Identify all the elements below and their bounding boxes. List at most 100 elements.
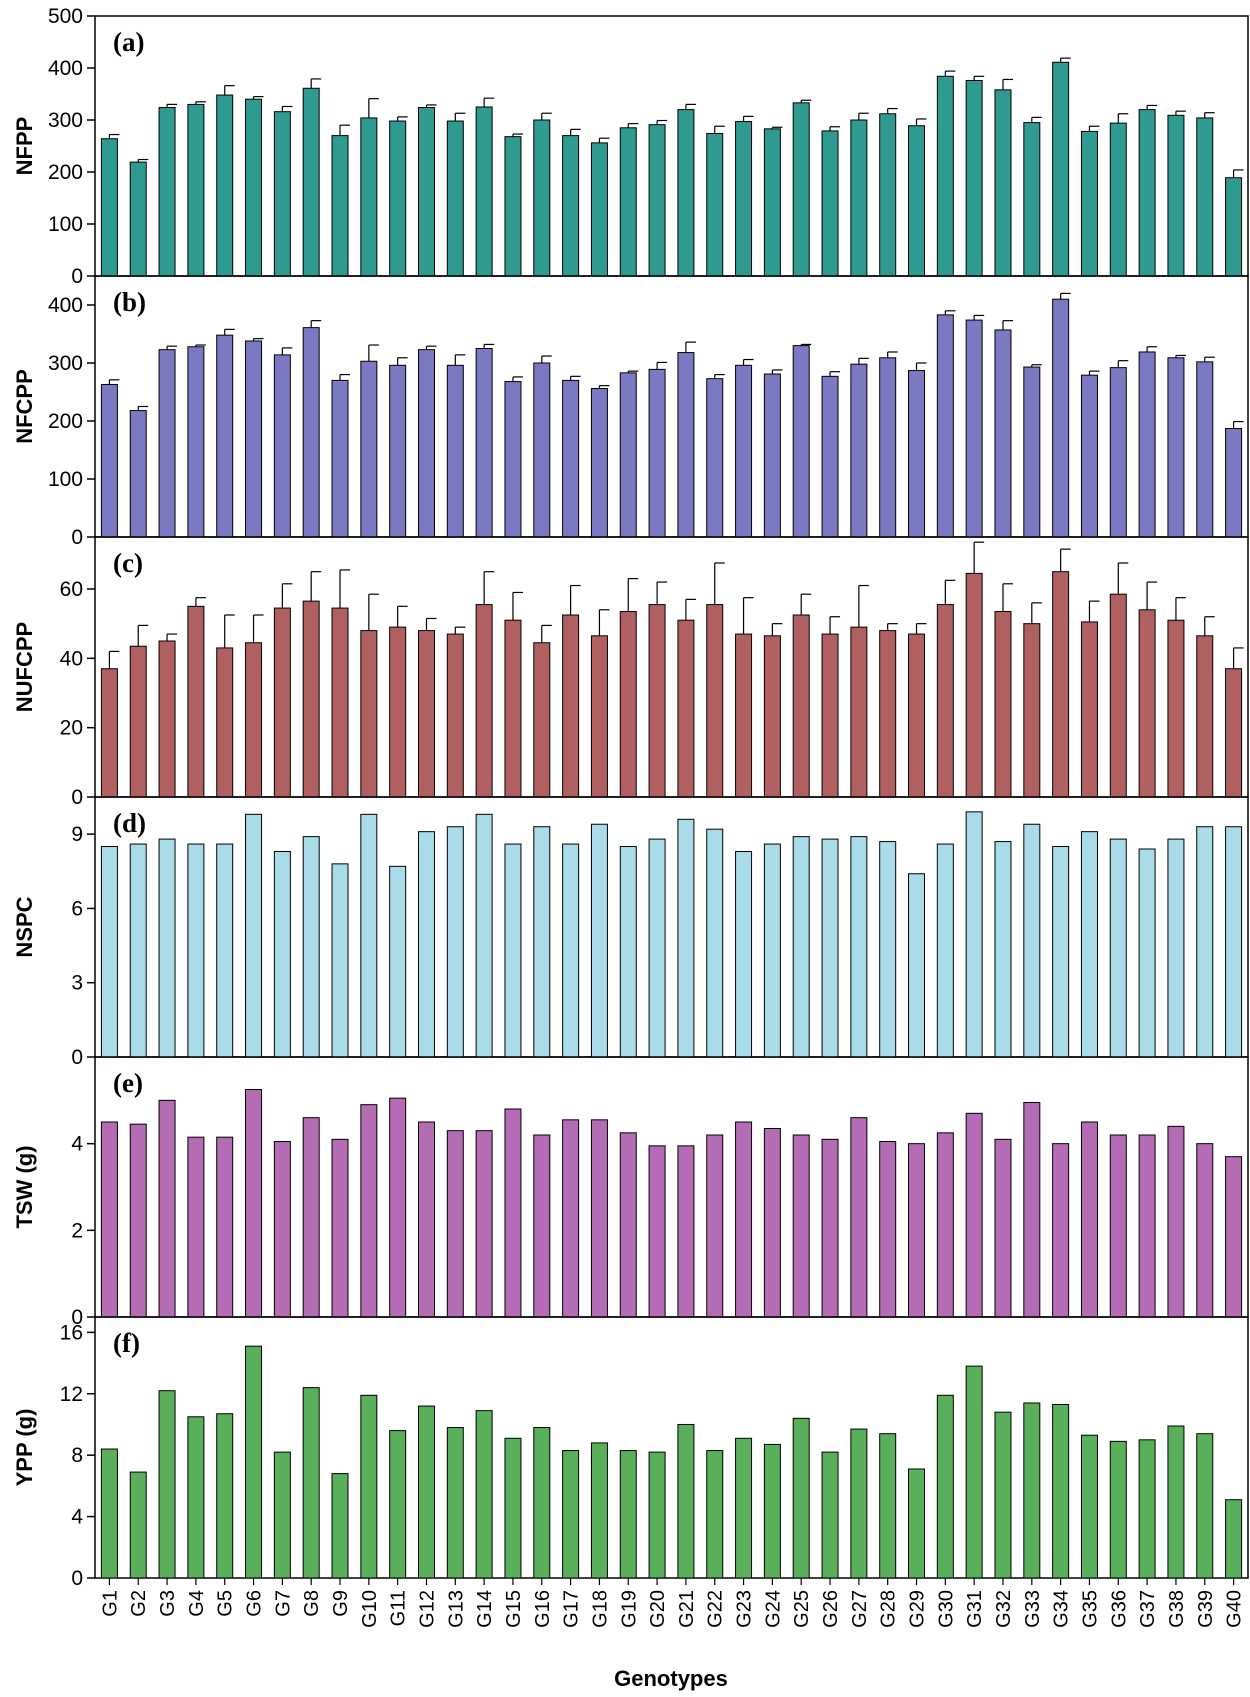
bar-b-G40 xyxy=(1225,428,1243,538)
bar-e-G34 xyxy=(1052,1143,1070,1318)
bar-e-G22 xyxy=(706,1134,724,1318)
bar-b-G20 xyxy=(648,368,666,538)
bar-e-G18 xyxy=(590,1119,608,1318)
bar-a-G29 xyxy=(908,125,926,277)
bar-a-G17 xyxy=(562,135,580,277)
bar-c-G14 xyxy=(475,604,493,798)
bar-e-G23 xyxy=(735,1121,753,1318)
bar-d-G36 xyxy=(1109,838,1127,1058)
bar-d-G16 xyxy=(533,826,551,1058)
bar-b-G5 xyxy=(216,334,234,538)
bar-b-G35 xyxy=(1080,374,1098,538)
bar-c-G10 xyxy=(360,630,378,798)
plot-frame xyxy=(94,15,1249,277)
bar-f-G2 xyxy=(129,1471,147,1579)
bar-d-G37 xyxy=(1138,848,1156,1058)
bar-f-G13 xyxy=(446,1427,464,1579)
bar-d-G12 xyxy=(417,831,435,1058)
y-tick-label: 16 xyxy=(60,1321,83,1344)
bar-d-G2 xyxy=(129,843,147,1058)
panel-label: (b) xyxy=(113,287,146,317)
bar-c-G22 xyxy=(706,604,724,798)
bar-b-G21 xyxy=(677,352,695,538)
x-axis-category-labels: G1 G2 G3 G4 G5 G6 G7 G8 G9 G10 G11 G12 G13 G14 G15 G16 G… xyxy=(99,1578,1246,1628)
x-tick-label-G33: G33 xyxy=(1022,1590,1044,1628)
bar-a-G28 xyxy=(879,113,897,277)
bar-c-G39 xyxy=(1196,635,1214,798)
bar-f-G22 xyxy=(706,1450,724,1579)
bar-f-G4 xyxy=(187,1416,205,1579)
bar-b-G33 xyxy=(1023,366,1041,538)
bar-f-G6 xyxy=(245,1345,263,1579)
bar-b-G38 xyxy=(1167,357,1185,538)
bar-c-G7 xyxy=(273,607,291,798)
x-tick-label-G27: G27 xyxy=(849,1590,871,1628)
x-tick-label-G38: G38 xyxy=(1166,1590,1188,1628)
bar-d-G20 xyxy=(648,838,666,1058)
panel-label: (d) xyxy=(113,808,146,838)
x-tick-label-G18: G18 xyxy=(589,1590,611,1628)
y-tick-label: 100 xyxy=(48,468,83,491)
bar-f-G7 xyxy=(273,1451,291,1579)
bar-a-G39 xyxy=(1196,117,1214,277)
bar-f-G11 xyxy=(389,1430,407,1579)
chart-panels: 0100200300400500NFPP(a)0100200300400NFCP… xyxy=(12,5,1249,1590)
bar-b-G4 xyxy=(187,346,205,538)
bar-b-G19 xyxy=(619,372,637,538)
bar-d-G40 xyxy=(1225,826,1243,1058)
bar-e-G31 xyxy=(965,1112,983,1318)
x-tick-label-G16: G16 xyxy=(532,1590,554,1628)
bar-a-G6 xyxy=(245,98,263,277)
panel-a: 0 100 200 300 400 500 NFPP (a) xyxy=(12,5,1249,288)
bar-f-G8 xyxy=(302,1387,320,1579)
bar-c-G32 xyxy=(994,611,1012,798)
x-tick-label-G15: G15 xyxy=(503,1590,525,1628)
bar-a-G24 xyxy=(763,128,781,277)
bar-d-G27 xyxy=(850,836,868,1058)
bar-f-G36 xyxy=(1109,1440,1127,1579)
bar-f-G34 xyxy=(1052,1404,1070,1579)
bar-c-G34 xyxy=(1052,571,1070,798)
bar-f-G37 xyxy=(1138,1439,1156,1579)
bar-b-G22 xyxy=(706,378,724,538)
bar-b-G34 xyxy=(1052,298,1070,538)
bar-a-G9 xyxy=(331,135,349,277)
x-tick-label-G31: G31 xyxy=(964,1590,986,1628)
bar-c-G21 xyxy=(677,619,695,798)
bar-a-G26 xyxy=(821,130,839,277)
bar-b-G18 xyxy=(590,388,608,538)
bar-d-G6 xyxy=(245,813,263,1058)
bar-c-G6 xyxy=(245,642,263,798)
panel-b: 0 100 200 300 400 NFCPP (b) xyxy=(12,275,1249,549)
bar-e-G40 xyxy=(1225,1156,1243,1318)
bar-f-G32 xyxy=(994,1411,1012,1579)
bar-a-G21 xyxy=(677,109,695,277)
x-tick-label-G36: G36 xyxy=(1108,1590,1130,1628)
bar-e-G30 xyxy=(936,1132,954,1318)
bar-b-G14 xyxy=(475,348,493,538)
bar-e-G19 xyxy=(619,1132,637,1318)
bar-e-G6 xyxy=(245,1089,263,1318)
y-tick-label: 20 xyxy=(60,717,83,740)
y-tick-label: 500 xyxy=(48,5,83,28)
bar-a-G4 xyxy=(187,103,205,277)
bar-d-G38 xyxy=(1167,838,1185,1058)
y-tick-label: 400 xyxy=(48,294,83,317)
panel-label: (a) xyxy=(113,27,144,57)
bar-a-G25 xyxy=(792,102,810,277)
bar-c-G1 xyxy=(100,668,118,798)
bar-e-G33 xyxy=(1023,1102,1041,1318)
plot-frame xyxy=(94,1056,1249,1318)
panel-c: 0 20 40 60 NUFCPP (c) xyxy=(12,536,1249,809)
y-axis-label: NUFCPP xyxy=(12,622,37,712)
bar-b-G11 xyxy=(389,364,407,538)
bar-d-G19 xyxy=(619,846,637,1058)
bar-c-G37 xyxy=(1138,609,1156,798)
plot-frame xyxy=(94,1316,1249,1579)
bar-f-G25 xyxy=(792,1417,810,1579)
bar-d-G30 xyxy=(936,843,954,1058)
y-axis-label: NSPC xyxy=(12,896,37,957)
x-tick-label-G10: G10 xyxy=(359,1590,381,1628)
y-tick-label: 0 xyxy=(71,1046,83,1069)
x-tick-label-G29: G29 xyxy=(907,1590,929,1628)
